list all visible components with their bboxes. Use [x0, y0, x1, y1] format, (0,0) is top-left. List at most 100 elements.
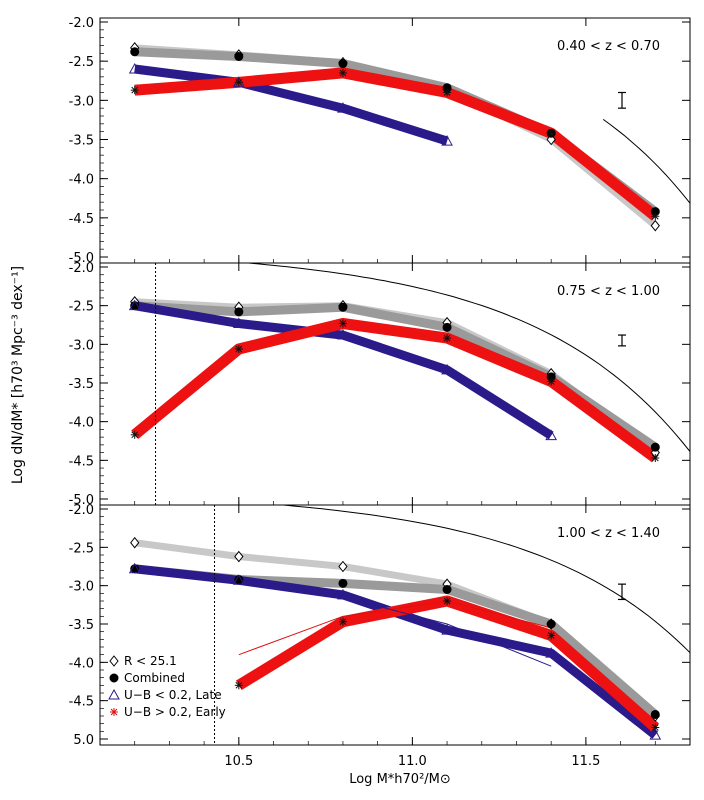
data-point: [442, 322, 452, 332]
data-point: [649, 729, 662, 740]
y-axis-label: Log dN/dM* [h70³ Mpc⁻³ dex⁻¹]: [10, 266, 26, 484]
y-tick-label: 5.0: [73, 733, 94, 748]
data-point: [234, 78, 243, 87]
x-tick-label: 11.0: [398, 754, 427, 769]
y-tick-label: -4.0: [69, 656, 94, 671]
legend-label: U−B < 0.2, Late: [124, 688, 222, 702]
y-tick-label: -3.0: [69, 338, 94, 353]
data-point: [130, 86, 139, 95]
series-band: [133, 301, 554, 440]
data-point: [234, 681, 243, 690]
panels: -2.0 -2.5 -3.0 -3.5 -4.0 -4.5 -5.0 0.40 < z < 0…: [69, 16, 691, 769]
series-band: [131, 318, 659, 463]
data-point: [338, 617, 347, 626]
data-point: [651, 723, 660, 732]
data-point: [337, 588, 349, 600]
data-point: [128, 62, 141, 74]
data-point: [545, 647, 558, 658]
data-point: [547, 129, 556, 138]
data-point: [128, 562, 141, 574]
panel-2: -2.0 -2.5 -3.0 -3.5 -4.0 -4.5 -5.0 0.75 < z < 1…: [69, 261, 690, 508]
data-point: [443, 88, 452, 97]
series-band: [134, 67, 659, 221]
data-point: [650, 219, 660, 232]
redshift-label: 0.75 < z < 1.00: [557, 284, 660, 299]
model-curve: [276, 505, 690, 654]
y-tick-label: -2.0: [69, 503, 94, 518]
data-point: [338, 302, 348, 312]
data-point: [130, 47, 140, 57]
data-point: [338, 59, 348, 69]
data-point: [443, 334, 452, 343]
data-point: [128, 299, 141, 311]
x-axis-label: Log M*h70²/M⊙: [349, 772, 451, 787]
data-point: [234, 307, 244, 317]
data-point: [234, 344, 243, 353]
legend-item: U−B < 0.2, Late: [108, 688, 222, 702]
legend-item: R < 25.1: [109, 654, 177, 668]
redshift-label: 0.40 < z < 0.70: [557, 39, 660, 54]
data-point: [441, 363, 453, 375]
y-tick-label: -4.0: [69, 416, 94, 431]
legend-item: U−B > 0.2, Early: [110, 705, 226, 719]
data-point: [650, 442, 660, 452]
legend-marker: [109, 673, 119, 683]
y-tick-label: -3.5: [69, 134, 94, 149]
data-point: [547, 377, 556, 386]
y-tick-label: -3.0: [69, 94, 94, 109]
y-tick-label: -4.5: [69, 454, 94, 469]
data-point: [651, 454, 660, 463]
y-tick-label: -3.5: [69, 618, 94, 633]
panel-plot-area: [128, 263, 690, 505]
y-tick-label: -2.0: [69, 16, 94, 31]
data-point: [650, 709, 660, 719]
y-tick-label: -4.5: [69, 695, 94, 710]
y-tick-label: -2.5: [69, 55, 94, 70]
data-point: [546, 619, 556, 629]
data-point: [234, 51, 244, 61]
legend-item: Combined: [109, 671, 185, 685]
error-bar: [618, 91, 626, 109]
panel-plot-area: [128, 505, 690, 745]
data-point: [443, 597, 452, 605]
data-point: [232, 574, 245, 585]
x-tick-label: 10.5: [224, 754, 253, 769]
panel-1: -2.0 -2.5 -3.0 -3.5 -4.0 -4.5 -5.0 0.40 < z < 0…: [69, 16, 690, 266]
data-point: [337, 102, 349, 113]
legend-marker: [109, 655, 119, 667]
data-point: [232, 317, 245, 328]
model-curve: [242, 263, 690, 453]
x-tick-label: 11.5: [571, 754, 600, 769]
panel-3: -2.0 -2.5 -3.0 -3.5 -4.0 -4.5 5.0 10.5 11.0 11.5 1…: [69, 503, 690, 769]
data-point: [441, 624, 453, 635]
panel-plot-area: [128, 42, 690, 232]
error-bar: [618, 334, 626, 347]
plot-frame: [99, 17, 691, 746]
y-tick-label: -5.0: [69, 251, 94, 266]
legend-label: R < 25.1: [124, 654, 177, 668]
data-point: [130, 536, 140, 549]
model-curve: [602, 118, 690, 205]
late-fit-line: [238, 577, 552, 667]
legend-marker: [108, 688, 120, 700]
y-tick-label: -4.0: [69, 173, 94, 188]
error-bar: [618, 583, 626, 601]
data-point: [441, 135, 453, 146]
y-tick-label: -5.0: [69, 493, 94, 508]
legend-label: Combined: [124, 671, 185, 685]
y-tick-label: -3.5: [69, 377, 94, 392]
legend: R < 25.1 Combined U−B < 0.2, Late U−B > 0.2…: [108, 654, 226, 719]
data-point: [442, 585, 452, 594]
data-point: [338, 68, 347, 77]
data-point: [234, 550, 244, 563]
early-fit-line: [238, 600, 552, 656]
data-point: [338, 578, 348, 588]
series-band: [134, 64, 449, 146]
data-point: [338, 560, 348, 573]
data-point: [651, 212, 660, 221]
data-point: [130, 430, 139, 439]
legend-marker: [110, 708, 118, 716]
legend-label: U−B > 0.2, Early: [124, 705, 226, 719]
y-tick-label: -2.0: [69, 261, 94, 276]
